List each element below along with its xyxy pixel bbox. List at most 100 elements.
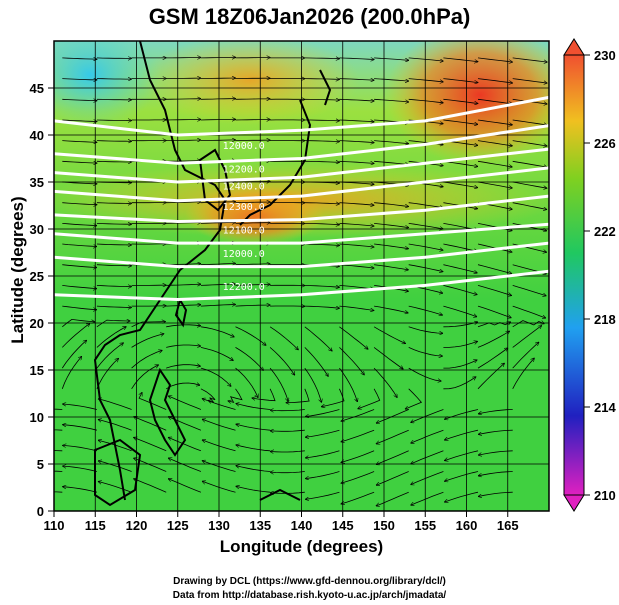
- streamline: [98, 399, 132, 410]
- streamline: [98, 482, 132, 493]
- streamline: [235, 120, 271, 121]
- streamline: [445, 491, 479, 502]
- streamline: [166, 383, 200, 390]
- streamline: [63, 487, 97, 493]
- streamline: [168, 396, 202, 410]
- colorbar-tick-label: 214: [594, 400, 616, 415]
- streamline: [477, 181, 512, 188]
- streamline: [96, 99, 132, 100]
- streamline: [341, 450, 375, 463]
- credit-data: Data from http://database.rish.kyoto-u.a…: [172, 590, 447, 601]
- x-tick-label: 135: [249, 518, 271, 533]
- streamline: [62, 305, 96, 310]
- y-axis-label: Latitude (degrees): [8, 196, 27, 344]
- streamline: [62, 120, 97, 122]
- colorbar-tick-label: 210: [594, 488, 616, 503]
- contour-line: [54, 194, 549, 223]
- streamline: [269, 367, 288, 401]
- streamline: [166, 284, 201, 285]
- streamline: [304, 141, 340, 142]
- x-tick-label: 140: [291, 518, 313, 533]
- streamline: [376, 491, 409, 506]
- streamline: [376, 450, 409, 465]
- streamline: [373, 347, 403, 369]
- contour-labels: 12000.0 12200.0 12400.0 12300.0 12100.0 12000…: [223, 141, 265, 293]
- x-tick-label: 145: [332, 518, 354, 533]
- contour-line: [54, 124, 549, 165]
- japan-coast: [239, 69, 332, 226]
- streamline: [339, 264, 374, 268]
- streamline: [443, 264, 477, 273]
- streamline: [62, 99, 97, 100]
- streamline: [96, 161, 132, 162]
- streamline: [270, 451, 305, 452]
- streamline: [341, 429, 375, 442]
- streamline: [477, 98, 513, 104]
- streamline: [443, 119, 477, 124]
- streamline: [512, 78, 547, 84]
- streamline: [374, 223, 409, 227]
- streamline: [200, 99, 236, 100]
- streamline: [166, 345, 200, 347]
- streamline: [374, 305, 408, 313]
- streamline: [236, 486, 271, 493]
- streamline: [374, 57, 409, 60]
- streamline: [62, 141, 97, 143]
- streamline: [236, 424, 271, 431]
- x-tick-label: 115: [85, 518, 106, 533]
- y-tick-label: 20: [30, 316, 44, 331]
- streamline: [98, 420, 132, 431]
- contour-label: 12000.0: [223, 141, 265, 152]
- streamline: [235, 284, 271, 285]
- streamline: [477, 305, 511, 318]
- streamline: [96, 343, 124, 369]
- streamline: [54, 429, 63, 431]
- streamline: [134, 479, 167, 493]
- streamline: [166, 99, 201, 100]
- streamline: [200, 119, 236, 120]
- streamline: [411, 429, 444, 443]
- streamline: [62, 285, 97, 288]
- warm-band-jet: [54, 162, 549, 238]
- streamline: [96, 141, 132, 142]
- colorbar-body: [563, 54, 585, 496]
- streamline: [96, 203, 132, 204]
- streamline: [512, 181, 547, 188]
- streamline: [339, 120, 374, 122]
- streamline: [96, 223, 132, 224]
- streamline: [200, 78, 236, 79]
- streamline: [235, 305, 271, 306]
- streamline: [408, 367, 442, 381]
- streamline: [408, 264, 443, 272]
- geopotential-contours: [54, 95, 549, 301]
- credit-drawing: Drawing by DCL (https://www.gfd-dennou.o…: [173, 576, 446, 587]
- streamline: [512, 305, 546, 318]
- streamline: [61, 356, 81, 389]
- streamline: [166, 202, 201, 203]
- y-tick-label: 30: [30, 222, 44, 237]
- streamline: [61, 340, 86, 369]
- x-tick-label: 165: [497, 518, 519, 533]
- streamline: [477, 363, 504, 390]
- streamline: [305, 471, 340, 479]
- streamline: [373, 326, 405, 344]
- streamline: [304, 347, 328, 376]
- streamline: [98, 461, 132, 472]
- streamline: [512, 160, 547, 167]
- streamline: [478, 429, 513, 434]
- streamline: [269, 326, 298, 350]
- x-tick-label: 160: [456, 518, 478, 533]
- streamline: [96, 285, 132, 286]
- streamline: [304, 58, 340, 59]
- streamline: [96, 327, 126, 348]
- streamline: [166, 119, 201, 120]
- streamline: [376, 471, 409, 486]
- colorbar-bottom-cap: [563, 494, 585, 512]
- streamline: [200, 222, 236, 223]
- streamline: [131, 365, 159, 390]
- streamline: [512, 326, 542, 348]
- streamline: [443, 360, 477, 369]
- streamline: [200, 284, 236, 285]
- cool-core-northwest: [54, 41, 160, 130]
- streamline: [304, 285, 340, 287]
